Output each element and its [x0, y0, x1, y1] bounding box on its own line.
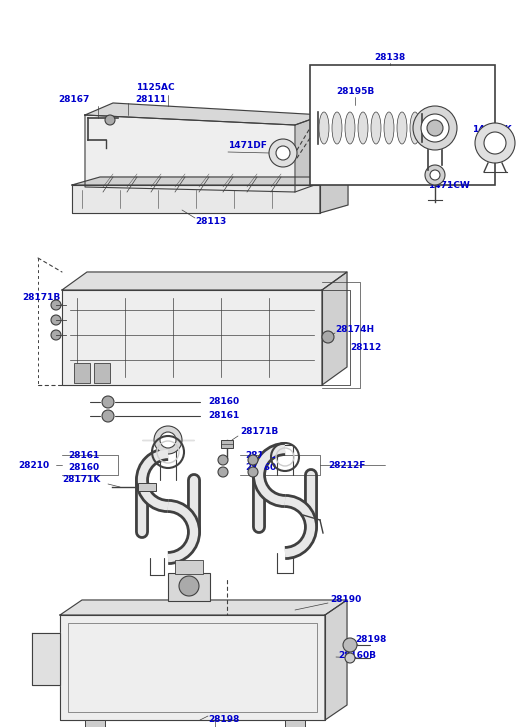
Text: 1471DK: 1471DK	[472, 126, 512, 134]
Circle shape	[475, 123, 515, 163]
Text: 28198: 28198	[355, 635, 386, 645]
Circle shape	[218, 455, 228, 465]
Text: 28195B: 28195B	[336, 87, 374, 97]
Circle shape	[51, 330, 61, 340]
Ellipse shape	[410, 112, 420, 144]
Circle shape	[276, 146, 290, 160]
Circle shape	[102, 410, 114, 422]
Polygon shape	[60, 615, 325, 720]
Bar	[94, 363, 110, 383]
Polygon shape	[85, 115, 295, 192]
Bar	[68, 623, 317, 712]
Circle shape	[51, 315, 61, 325]
Circle shape	[105, 115, 115, 125]
Circle shape	[343, 638, 357, 652]
Text: 28190: 28190	[330, 595, 361, 604]
Circle shape	[102, 396, 114, 408]
Ellipse shape	[345, 112, 355, 144]
Text: 1125AC: 1125AC	[136, 82, 174, 92]
Circle shape	[425, 165, 445, 185]
Circle shape	[218, 467, 228, 477]
Text: 28111: 28111	[135, 95, 166, 105]
Bar	[285, 720, 305, 727]
Circle shape	[248, 455, 258, 465]
Circle shape	[269, 139, 297, 167]
Circle shape	[160, 432, 176, 448]
Bar	[168, 573, 210, 601]
Bar	[85, 720, 105, 727]
Ellipse shape	[397, 112, 407, 144]
Circle shape	[345, 653, 355, 663]
Polygon shape	[60, 600, 347, 615]
Text: 28171B: 28171B	[22, 294, 60, 302]
Circle shape	[427, 120, 443, 136]
Text: 28138: 28138	[375, 54, 405, 63]
Ellipse shape	[371, 112, 381, 144]
Polygon shape	[62, 290, 322, 385]
Text: 28198: 28198	[208, 715, 239, 725]
Text: 28112: 28112	[350, 343, 381, 353]
Text: 28174H: 28174H	[335, 326, 374, 334]
Text: 1471CW: 1471CW	[428, 180, 470, 190]
Bar	[310, 65, 495, 185]
Text: 28161: 28161	[68, 451, 99, 459]
Polygon shape	[320, 177, 348, 213]
Polygon shape	[325, 600, 347, 720]
Bar	[138, 483, 156, 491]
Text: 28161: 28161	[245, 451, 276, 459]
Text: 28212F: 28212F	[328, 460, 365, 470]
Text: 28160: 28160	[208, 398, 239, 406]
Bar	[175, 560, 203, 574]
Bar	[74, 363, 90, 383]
Text: 28160B: 28160B	[338, 651, 376, 659]
Text: 28171B: 28171B	[240, 427, 278, 436]
Circle shape	[430, 170, 440, 180]
Circle shape	[484, 132, 506, 154]
Bar	[221, 440, 233, 448]
Circle shape	[413, 106, 457, 150]
Polygon shape	[72, 185, 320, 213]
Polygon shape	[295, 115, 323, 192]
Text: 28161: 28161	[208, 411, 239, 420]
Polygon shape	[72, 177, 348, 185]
Polygon shape	[32, 633, 60, 685]
Text: 28160: 28160	[245, 464, 276, 473]
Text: 28210: 28210	[18, 460, 49, 470]
Circle shape	[421, 114, 449, 142]
Circle shape	[51, 300, 61, 310]
Text: 28167: 28167	[58, 95, 89, 105]
Text: 28171K: 28171K	[62, 475, 101, 484]
Circle shape	[322, 331, 334, 343]
Text: 28160: 28160	[68, 464, 99, 473]
Ellipse shape	[332, 112, 342, 144]
Text: 1471DF: 1471DF	[228, 140, 267, 150]
Text: 28113: 28113	[195, 217, 226, 227]
Circle shape	[154, 426, 182, 454]
Ellipse shape	[384, 112, 394, 144]
Polygon shape	[322, 272, 347, 385]
Circle shape	[248, 467, 258, 477]
Ellipse shape	[358, 112, 368, 144]
Circle shape	[179, 576, 199, 596]
Polygon shape	[85, 103, 323, 125]
Ellipse shape	[319, 112, 329, 144]
Polygon shape	[62, 272, 347, 290]
